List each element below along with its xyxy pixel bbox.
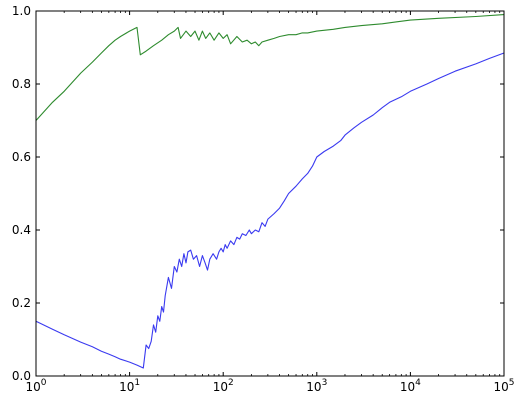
ticks-layer: 100 101 102 103 104 105 0.0 0.2 0.4 0.6 0.8 1.0: [12, 4, 514, 394]
y-tick-label: 1.0: [12, 4, 31, 18]
y-tick-label: 0.2: [12, 296, 31, 310]
series-line-0: [35, 52, 505, 369]
x-tick-label: 100: [25, 378, 46, 394]
x-tick-label: 103: [306, 378, 327, 394]
series-line-1: [35, 14, 505, 121]
x-tick-label: 101: [119, 378, 140, 394]
y-tick-label: 0.6: [12, 150, 31, 164]
x-tick-label: 102: [213, 378, 234, 394]
y-tick-label: 0.8: [12, 77, 31, 91]
y-tick-label: 0.4: [12, 223, 31, 237]
series-layer: [35, 14, 505, 369]
y-tick-label: 0.0: [12, 369, 31, 383]
x-tick-label: 104: [400, 378, 421, 394]
x-tick-label: 105: [493, 378, 514, 394]
plot-frame: [35, 10, 505, 377]
